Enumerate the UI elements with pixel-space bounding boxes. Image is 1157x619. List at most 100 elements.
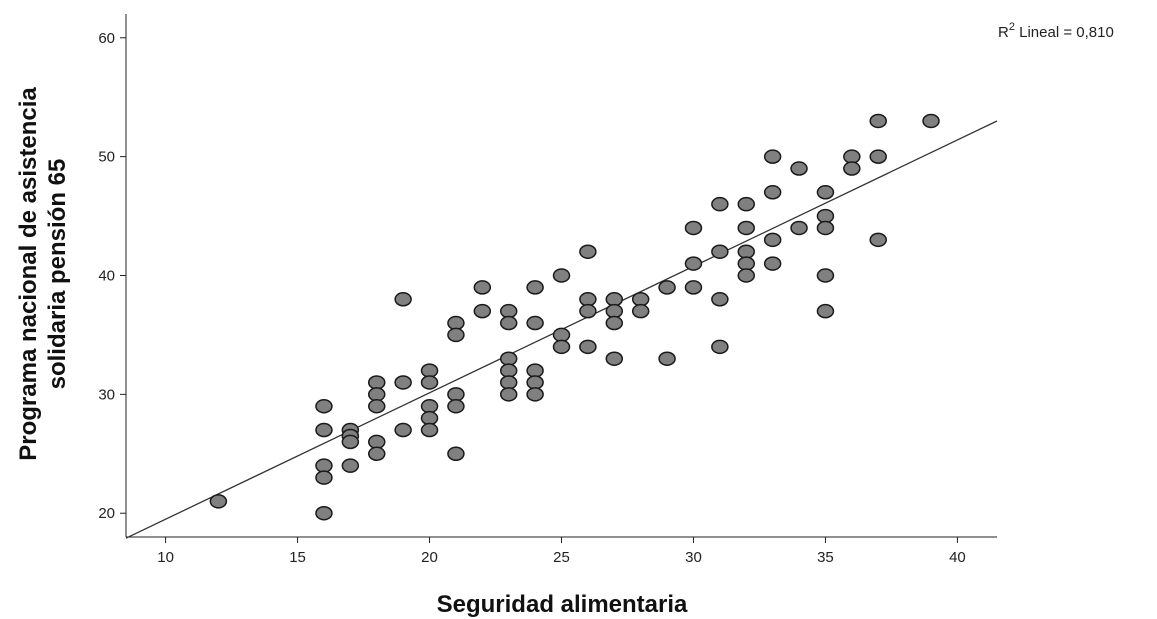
data-point	[579, 244, 597, 259]
data-point	[658, 351, 676, 366]
data-point	[869, 232, 887, 248]
data-point	[552, 268, 571, 283]
data-point	[315, 470, 333, 485]
x-tick-label: 30	[685, 549, 702, 566]
data-point	[447, 446, 465, 462]
y-tick-label: 20	[98, 505, 115, 522]
x-tick-label: 25	[553, 549, 570, 566]
data-point	[605, 292, 624, 307]
y-ticks: 20 30 40 50 60	[98, 30, 126, 522]
plot-area: 20 30 40 50 60 10 15 20 25 30 35 40	[98, 14, 998, 566]
data-point	[447, 315, 465, 331]
data-point	[552, 339, 571, 355]
data-point	[922, 113, 940, 129]
data-point	[684, 220, 703, 236]
data-point	[737, 268, 756, 283]
y-tick-label: 30	[98, 386, 115, 403]
r2-value: Lineal = 0,810	[1015, 24, 1114, 41]
data-point	[605, 303, 624, 319]
data-point	[631, 292, 650, 307]
data-point	[420, 410, 439, 426]
data-point	[816, 303, 835, 319]
x-tick-label: 15	[289, 549, 306, 566]
data-point	[526, 315, 544, 331]
data-point	[843, 161, 861, 176]
data-point	[790, 220, 808, 236]
x-tick-label: 20	[421, 549, 438, 566]
data-point	[579, 339, 597, 355]
data-point	[526, 363, 544, 378]
data-point	[473, 303, 492, 319]
data-point	[658, 280, 676, 295]
data-point	[631, 303, 650, 319]
data-point	[420, 422, 439, 438]
data-point	[816, 220, 835, 236]
data-point	[816, 268, 835, 283]
x-axis-title: Seguridad alimentaria	[437, 591, 688, 618]
data-point	[843, 149, 861, 164]
data-point	[315, 422, 333, 438]
data-point	[605, 351, 624, 366]
data-point	[711, 196, 729, 212]
data-point	[579, 292, 597, 307]
data-point	[367, 399, 386, 414]
data-point	[394, 375, 412, 390]
data-point	[394, 292, 412, 307]
data-point	[869, 149, 887, 164]
data-point	[367, 387, 386, 402]
data-point	[473, 280, 492, 295]
x-tick-label: 35	[817, 549, 834, 566]
data-point	[737, 256, 756, 271]
data-point	[367, 375, 386, 390]
data-point	[816, 208, 835, 224]
data-point	[763, 185, 782, 200]
x-tick-label: 10	[157, 549, 174, 566]
data-point	[341, 434, 360, 450]
data-point	[315, 399, 333, 414]
data-point	[737, 220, 756, 236]
data-point	[552, 327, 571, 343]
data-point	[605, 315, 624, 331]
r2-prefix: R	[998, 24, 1009, 41]
data-point	[526, 375, 544, 390]
data-point	[684, 256, 703, 271]
data-point	[499, 315, 518, 331]
y-tick-label: 60	[98, 30, 115, 47]
y-tick-label: 50	[98, 149, 115, 166]
data-point	[711, 339, 729, 355]
data-point	[447, 387, 465, 402]
y-axis-title-line-1: Programa nacional de asistencia	[15, 87, 42, 461]
x-ticks: 10 15 20 25 30 35 40	[157, 537, 966, 566]
y-axis-title: Programa nacional de asistencia solidari…	[15, 87, 71, 461]
data-point	[447, 399, 465, 414]
data-point	[763, 232, 782, 248]
data-point	[499, 387, 518, 402]
data-point	[579, 303, 597, 319]
data-point	[341, 458, 360, 473]
data-point	[315, 505, 333, 521]
data-point	[711, 292, 729, 307]
data-point	[737, 196, 756, 212]
y-tick-label: 40	[98, 268, 115, 285]
data-point	[394, 422, 412, 438]
data-point	[499, 351, 518, 366]
data-point	[447, 327, 465, 343]
data-point	[209, 494, 228, 509]
data-point	[869, 113, 887, 129]
data-point	[367, 446, 386, 462]
data-point	[499, 375, 518, 390]
r2-superscript: 2	[1009, 21, 1015, 33]
data-point	[763, 149, 782, 164]
data-point	[367, 434, 386, 450]
data-point	[526, 387, 544, 402]
data-point	[526, 280, 544, 295]
data-point	[684, 280, 703, 295]
y-axis-title-line-2: solidaria pensión 65	[44, 159, 71, 390]
data-point	[499, 303, 518, 319]
data-point	[315, 458, 333, 473]
data-point	[763, 256, 782, 271]
x-tick-label: 40	[949, 549, 966, 566]
data-point	[816, 185, 835, 200]
data-points	[209, 113, 940, 521]
